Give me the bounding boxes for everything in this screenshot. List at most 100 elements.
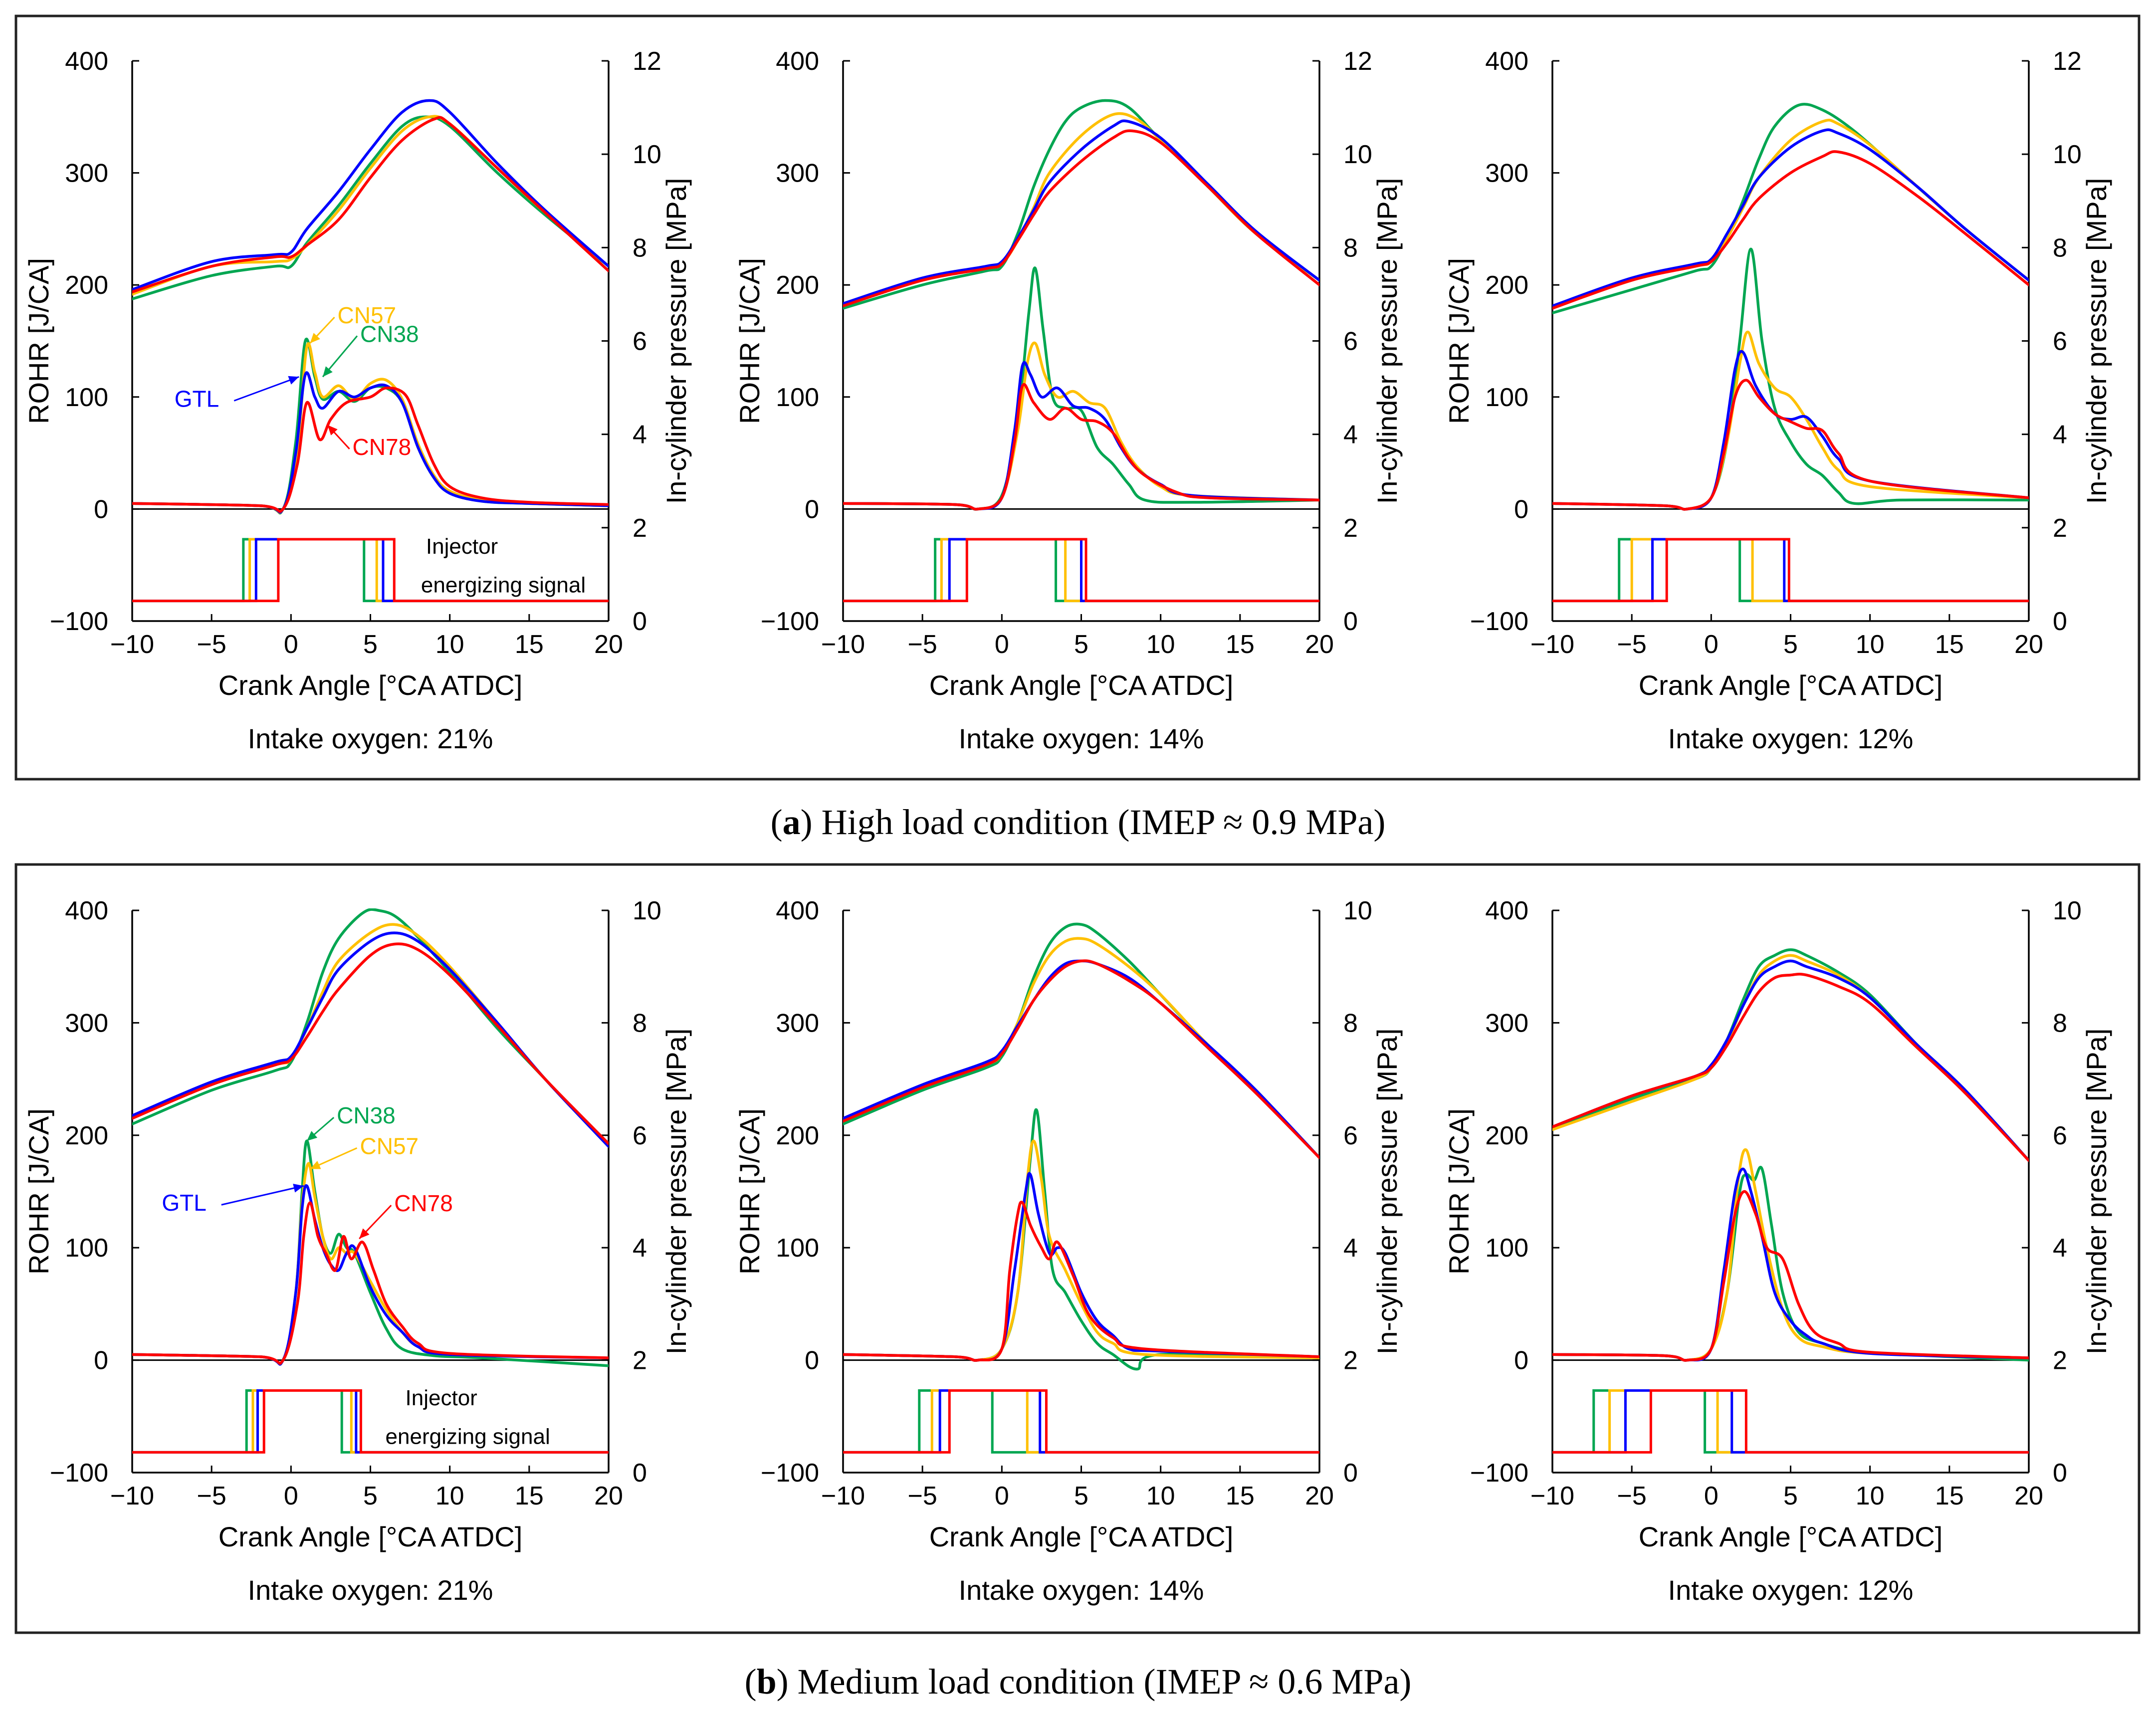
y-axis-label: ROHR [J/CA] <box>1443 258 1475 424</box>
y-tick-label: 0 <box>805 1346 819 1375</box>
y-tick-label: 400 <box>776 47 819 76</box>
pressure-line-gtl <box>132 99 609 291</box>
annotation-arrow-head <box>307 1131 318 1141</box>
x-tick-label: −10 <box>821 1482 865 1510</box>
y-axis-label: ROHR [J/CA] <box>734 258 765 424</box>
annotation-label: GTL <box>162 1190 206 1216</box>
x-axis-label: Crank Angle [°CA ATDC] <box>1639 1521 1943 1552</box>
chart-subtitle: Intake oxygen: 12% <box>1668 1574 1914 1606</box>
y-tick-label: −100 <box>761 607 819 636</box>
x-tick-label: 20 <box>1305 1482 1334 1510</box>
y2-tick-label: 6 <box>1343 1121 1358 1150</box>
x-tick-label: 10 <box>435 1482 464 1510</box>
x-tick-label: −5 <box>1617 630 1647 659</box>
y2-tick-label: 2 <box>2053 514 2067 543</box>
y-axis-label: ROHR [J/CA] <box>23 1108 54 1275</box>
y2-tick-label: 6 <box>633 1121 647 1150</box>
injector-label-line1: Injector <box>426 534 498 559</box>
rohr-line-cn57 <box>843 341 1319 511</box>
annotation-arrow-head <box>293 1183 304 1193</box>
y-tick-label: 300 <box>1485 159 1528 188</box>
chart-a-21: −10 −5 0 5 10 15 20 −100 0 100 200 300 400 0 2 4 6 8 10 12 C… <box>23 47 692 754</box>
x-tick-label: −5 <box>908 630 937 659</box>
pressure-line-gtl <box>132 931 609 1148</box>
y2-axis-label: In-cylinder pressure [MPa] <box>660 1029 692 1355</box>
y-tick-label: 100 <box>776 1234 819 1263</box>
x-tick-label: −5 <box>908 1482 937 1510</box>
y-tick-label: 200 <box>1485 271 1528 300</box>
x-tick-label: 10 <box>435 630 464 659</box>
panel-a-frame <box>14 14 2141 781</box>
y2-tick-label: 6 <box>1343 327 1358 356</box>
chart-a-14: −10 −5 0 5 10 15 20 −100 0 100 200 300 400 0 2 4 6 8 10 12 C… <box>734 47 1403 754</box>
injector-label-line1: Injector <box>406 1386 477 1410</box>
caption-a: (a) High load condition (IMEP ≈ 0.9 MPa) <box>771 802 1386 842</box>
caption-b-letter: b <box>757 1662 777 1702</box>
chart-subtitle: Intake oxygen: 21% <box>248 723 493 754</box>
y2-tick-label: 12 <box>2053 47 2082 76</box>
annotation-cn38: CN38 <box>322 321 419 378</box>
y-tick-label: −100 <box>50 607 108 636</box>
y-tick-label: 0 <box>805 495 819 524</box>
injector-signal-gtl <box>1552 1389 2029 1454</box>
rohr-line-gtl <box>843 361 1319 511</box>
plot-area <box>132 99 609 515</box>
x-tick-label: 0 <box>1704 1482 1719 1510</box>
chart-b-14: −10 −5 0 5 10 15 20 −100 0 100 200 300 400 0 2 4 6 8 10 Cra… <box>734 896 1403 1606</box>
rohr-line-cn78 <box>1552 379 2029 511</box>
rohr-line-gtl <box>1552 1167 2029 1362</box>
x-tick-label: 5 <box>363 630 378 659</box>
y-tick-label: 0 <box>1514 1346 1528 1375</box>
injector-signal-cn38 <box>1552 1389 2029 1454</box>
y-tick-label: 400 <box>1485 47 1528 76</box>
annotation-cn57: CN57 <box>309 1133 419 1170</box>
y-tick-label: 0 <box>94 495 108 524</box>
annotation-cn38: CN38 <box>306 1102 396 1142</box>
y2-tick-label: 0 <box>1343 1459 1358 1488</box>
y-axis-label: ROHR [J/CA] <box>23 258 54 424</box>
x-tick-label: 5 <box>1783 1482 1798 1510</box>
injector-signal-cn38 <box>1552 538 2029 603</box>
x-tick-label: 20 <box>594 630 623 659</box>
pressure-line-cn78 <box>1552 150 2029 310</box>
y2-tick-label: 8 <box>1343 1009 1358 1038</box>
x-tick-label: 20 <box>1305 630 1334 659</box>
injector-signal-gtl <box>843 538 1319 603</box>
rohr-line-gtl <box>1552 350 2029 511</box>
y-tick-label: 200 <box>776 271 819 300</box>
rohr-line-cn57 <box>1552 1148 2029 1362</box>
y2-tick-label: 4 <box>1343 421 1358 449</box>
x-tick-label: 0 <box>995 630 1009 659</box>
y2-tick-label: 8 <box>633 1009 647 1038</box>
annotation-arrow-head <box>359 1228 370 1239</box>
rohr-line-cn38 <box>1552 247 2029 511</box>
y2-tick-label: 6 <box>2053 327 2067 356</box>
y-tick-label: 100 <box>1485 383 1528 412</box>
injector-signal-cn57 <box>1552 538 2029 603</box>
y-tick-label: −100 <box>761 1459 819 1488</box>
x-tick-label: 15 <box>1935 1482 1964 1510</box>
pressure-line-cn78 <box>1552 972 2029 1162</box>
pressure-line-cn78 <box>843 959 1319 1159</box>
y2-tick-label: 2 <box>1343 1346 1358 1375</box>
x-tick-label: −5 <box>197 630 226 659</box>
y-tick-label: 100 <box>776 383 819 412</box>
pressure-line-cn57 <box>843 937 1319 1159</box>
y-tick-label: 300 <box>65 159 108 188</box>
pressure-line-cn57 <box>1552 954 2029 1162</box>
annotation-label: CN57 <box>360 1133 419 1159</box>
y-tick-label: 200 <box>65 271 108 300</box>
rohr-line-cn78 <box>132 1201 609 1365</box>
injector-signal-gtl <box>1552 538 2029 603</box>
y2-tick-label: 2 <box>633 1346 647 1375</box>
chart-b-21: −10 −5 0 5 10 15 20 −100 0 100 200 300 400 0 2 4 6 8 10 Cra… <box>23 896 692 1606</box>
injector-signal-cn78 <box>1552 538 2029 603</box>
pressure-line-cn78 <box>132 942 609 1145</box>
injector-label-line2: energizing signal <box>386 1424 550 1449</box>
injector-signal-gtl <box>843 1389 1319 1454</box>
annotation-cn57: CN57 <box>309 302 396 344</box>
y2-tick-label: 4 <box>633 1234 647 1263</box>
y-tick-label: 100 <box>1485 1234 1528 1263</box>
y2-tick-label: 4 <box>1343 1234 1358 1263</box>
